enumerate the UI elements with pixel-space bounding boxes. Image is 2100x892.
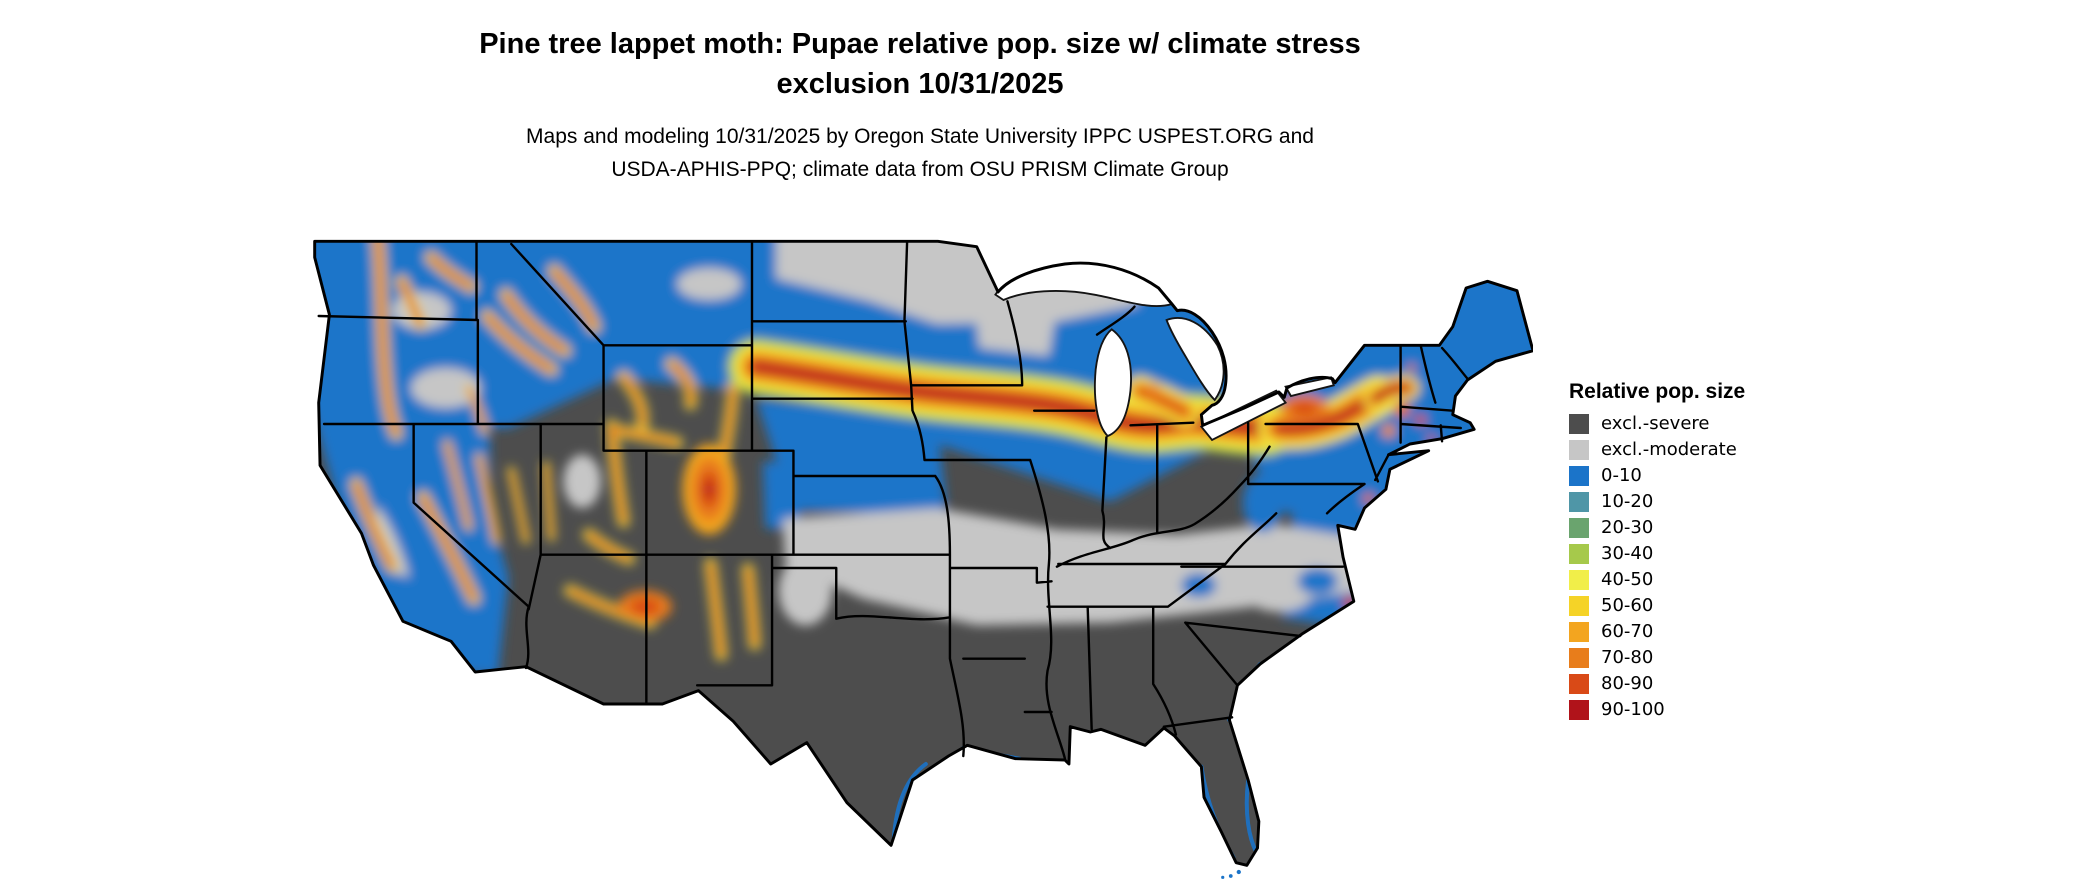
legend-swatch-30-40 [1569,544,1589,564]
legend-swatch-10-20 [1569,492,1589,512]
legend-item: 70-80 [1569,648,1829,668]
legend-swatch-40-50 [1569,570,1589,590]
legend-title: Relative pop. size [1569,380,1746,403]
legend-item: excl.-severe [1569,414,1829,434]
legend-item: 10-20 [1569,492,1829,512]
legend-label: 40-50 [1601,569,1654,590]
legend-item: 50-60 [1569,596,1829,616]
subtitle-line2: USDA-APHIS-PPQ; climate data from OSU PR… [611,158,1229,181]
legend-item: 20-30 [1569,518,1829,538]
great-lakes [994,262,1335,442]
legend-label: 50-60 [1601,595,1654,616]
legend: Relative pop. size excl.-severe excl.-mo… [1569,380,1829,726]
legend-item: 60-70 [1569,622,1829,642]
us-map-svg [313,239,1533,879]
legend-item: 80-90 [1569,674,1829,694]
legend-item: 30-40 [1569,544,1829,564]
legend-label: 30-40 [1601,543,1654,564]
legend-label: 60-70 [1601,621,1654,642]
legend-item: 40-50 [1569,570,1829,590]
legend-swatch-70-80 [1569,648,1589,668]
legend-swatch-50-60 [1569,596,1589,616]
lake-erie [1199,389,1288,442]
us-risk-map [308,228,1533,884]
legend-label: 80-90 [1601,673,1654,694]
page-title-line2: exclusion 10/31/2025 [776,68,1064,100]
legend-swatch-60-70 [1569,622,1589,642]
subtitle-line1: Maps and modeling 10/31/2025 by Oregon S… [526,125,1314,148]
title-block: Pine tree lappet moth: Pupae relative po… [0,24,1840,186]
legend-label: 0-10 [1601,465,1642,486]
mountain-ridges [350,241,761,661]
florida-keys [1221,869,1241,879]
state-borders [317,240,1469,760]
raster-fill [314,241,1533,866]
legend-label: 20-30 [1601,517,1654,538]
legend-swatch-90-100 [1569,700,1589,720]
lake-huron [1165,317,1225,402]
legend-swatch-20-30 [1569,518,1589,538]
page-title-line1: Pine tree lappet moth: Pupae relative po… [479,28,1361,60]
lake-ontario [1284,376,1335,398]
legend-swatch-excl-severe [1569,414,1589,434]
legend-label: 90-100 [1601,699,1665,720]
legend-item: 0-10 [1569,466,1829,486]
legend-item: 90-100 [1569,700,1829,720]
us-outline [313,239,1533,867]
legend-swatch-excl-moderate [1569,440,1589,460]
lake-michigan [1093,328,1132,438]
legend-label: 70-80 [1601,647,1654,668]
legend-label: excl.-moderate [1601,439,1737,460]
subtitle-block: Maps and modeling 10/31/2025 by Oregon S… [0,120,1840,186]
legend-swatch-80-90 [1569,674,1589,694]
legend-label: 10-20 [1601,491,1654,512]
legend-label: excl.-severe [1601,413,1710,434]
legend-item: excl.-moderate [1569,440,1829,460]
legend-swatch-0-10 [1569,466,1589,486]
